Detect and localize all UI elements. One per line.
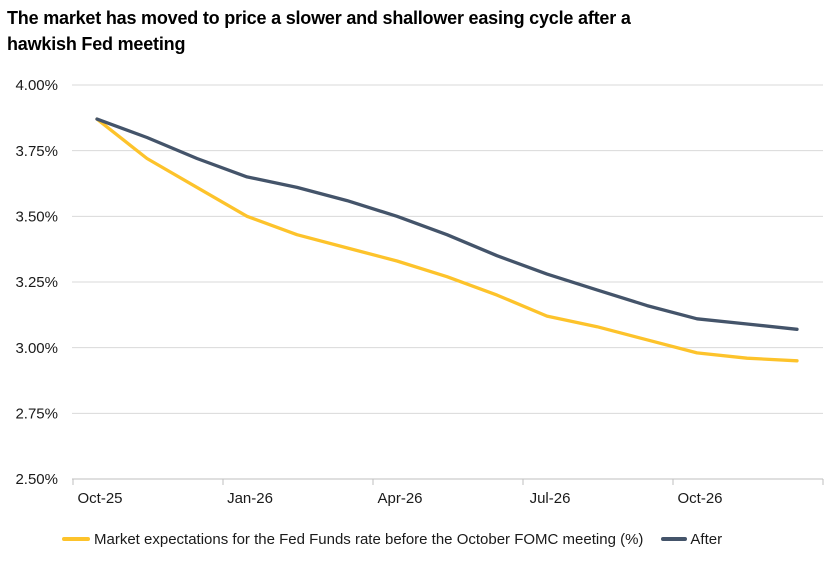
x-tick-label: Oct-26 (677, 490, 722, 507)
x-axis-labels: Oct-25 Jan-26 Apr-26 Jul-26 Oct-26 (77, 490, 722, 507)
legend-after-label: After (690, 530, 723, 548)
y-tick-label: 3.25% (15, 274, 58, 291)
x-tick-label: Jan-26 (227, 490, 273, 507)
before-fomc-line (95, 117, 799, 363)
after-fomc-line (95, 117, 799, 331)
before-line-swatch (62, 537, 90, 541)
y-tick-label: 3.50% (15, 209, 58, 226)
x-axis-ticks (72, 479, 824, 485)
chart-title-line1: The market has moved to price a slower a… (7, 8, 631, 28)
y-axis-labels: 4.00% 3.75% 3.50% 3.25% 3.00% 2.75% 2.50% (15, 77, 58, 488)
x-tick-label: Oct-25 (77, 490, 122, 507)
chart-title-line2: hawkish Fed meeting (7, 34, 186, 54)
x-tick-label: Jul-26 (530, 490, 571, 507)
x-tick-label: Apr-26 (377, 490, 422, 507)
y-tick-label: 2.50% (15, 471, 58, 488)
y-tick-label: 3.75% (15, 143, 58, 160)
legend-before-label: Market expectations for the Fed Funds ra… (94, 530, 644, 548)
fed-funds-rate-chart: 4.00% 3.75% 3.50% 3.25% 3.00% 2.75% 2.50% Oct-… (15, 77, 824, 507)
y-tick-label: 3.00% (15, 340, 58, 357)
after-line-swatch (661, 537, 688, 541)
legend: Market expectations for the Fed Funds ra… (62, 529, 722, 549)
y-tick-label: 2.75% (15, 406, 58, 423)
gridlines (72, 84, 823, 480)
chart-title: The market has moved to price a slower a… (7, 5, 727, 57)
y-tick-label: 4.00% (15, 77, 58, 94)
